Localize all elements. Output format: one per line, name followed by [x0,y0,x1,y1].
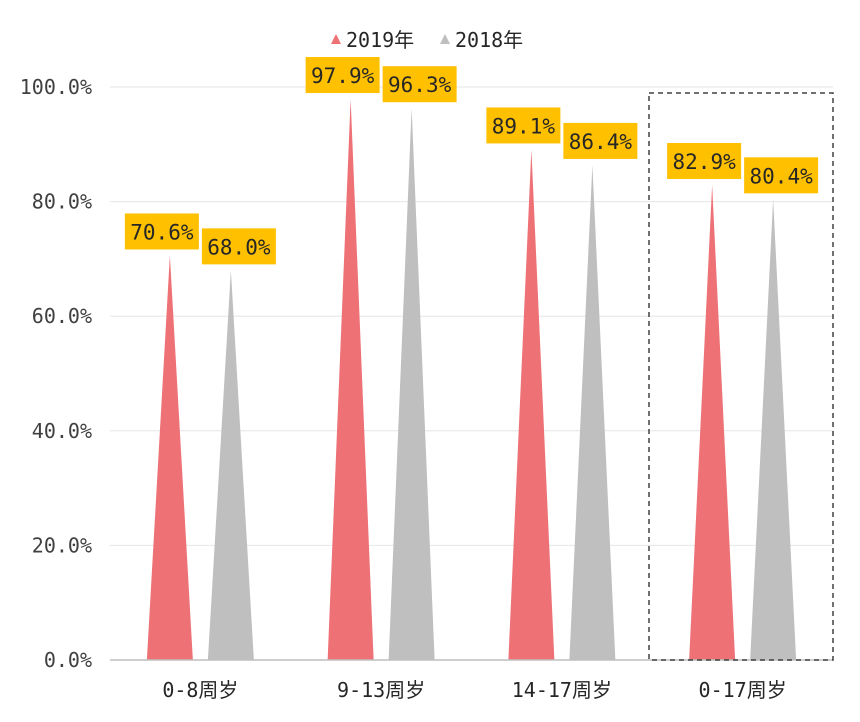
data-labels: 70.6% 97.9% 89.1% 82.9% 68.0% 96.3% 86.4% 80.4% [124,57,819,265]
data-label: 68.0% [207,235,271,259]
bar-series-2019 [327,99,374,660]
y-axis: 0.0% 20.0% 40.0% 60.0% 80.0% 100.0% [20,75,92,672]
legend-label: 2019年 [346,28,414,52]
bar-series-2018 [388,108,435,661]
y-tick-label: 100.0% [20,75,92,99]
y-tick-label: 0.0% [44,648,92,672]
data-label: 86.4% [569,130,633,154]
data-label: 97.9% [311,64,375,88]
x-tick-label: 0-8周岁 [162,678,238,702]
bars [146,99,797,661]
legend-label: 2018年 [455,28,523,52]
x-axis: 0-8周岁 9-13周岁 14-17周岁 0-17周岁 [110,659,833,702]
x-tick-label: 0-17周岁 [699,678,787,702]
bar-series-2018 [750,199,797,661]
data-label: 80.4% [750,164,814,188]
data-label-background [563,122,638,159]
bar-series-2019 [508,149,555,660]
data-label-background [305,57,380,94]
y-tick-label: 60.0% [32,304,92,328]
data-label: 70.6% [130,220,194,244]
data-label-background [201,228,276,265]
x-tick-label: 14-17周岁 [512,678,612,702]
y-tick-label: 20.0% [32,533,92,557]
x-tick-label: 9-13周岁 [337,678,425,702]
legend-marker [331,34,341,44]
data-label-background [744,157,819,194]
data-label-background [382,66,457,103]
data-label-background [486,107,561,144]
data-label-background [667,142,742,179]
bar-series-2019 [146,255,193,660]
data-label: 96.3% [388,73,452,97]
y-tick-label: 40.0% [32,419,92,443]
highlight-box [648,92,834,661]
bar-series-2019 [689,184,736,660]
legend: 2019年 2018年 [331,28,523,52]
data-label-background [124,213,199,250]
y-tick-label: 80.0% [32,190,92,214]
data-label: 89.1% [492,114,556,138]
data-label: 82.9% [673,150,737,174]
bar-series-2018 [569,164,616,661]
legend-marker [440,34,450,44]
bar-series-2018 [207,270,254,660]
